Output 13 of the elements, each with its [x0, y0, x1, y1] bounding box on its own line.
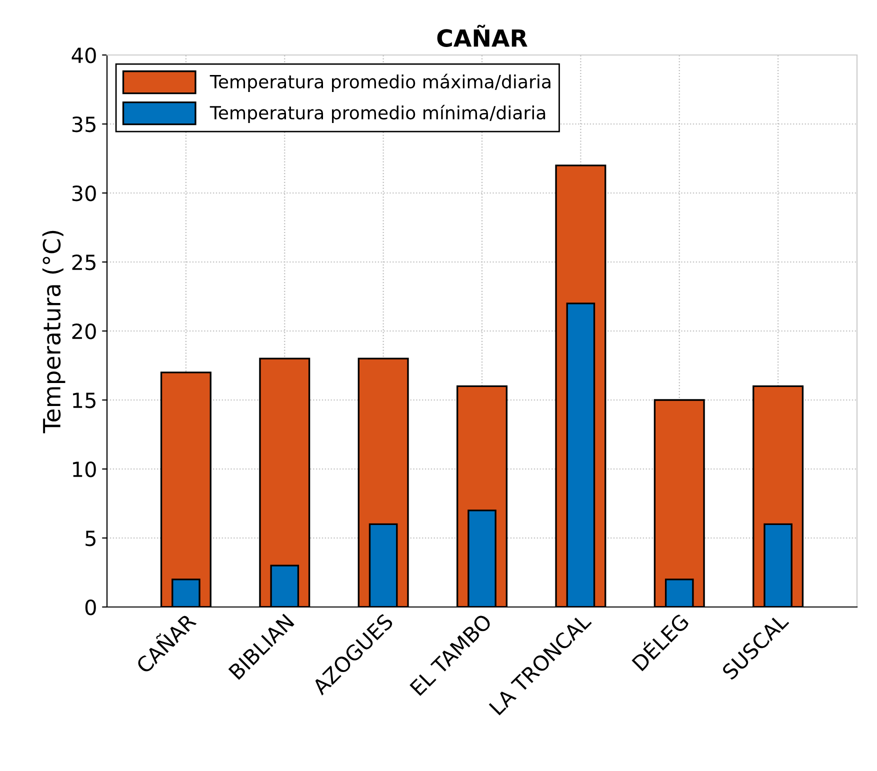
y-axis-title: Temperatura (°C) [42, 230, 66, 434]
y-tick-label: 25 [72, 254, 96, 270]
y-tick-label: 35 [72, 116, 96, 132]
y-tick-label: 0 [85, 599, 96, 616]
legend-label: Temperatura promedio máxima/diaria [210, 74, 550, 92]
chart-title: CAÑAR [437, 24, 528, 47]
y-tick-label: 15 [73, 392, 96, 408]
y-tick-label: 20 [72, 323, 96, 340]
y-tick-label: 10 [73, 461, 96, 478]
y-tick-label: 30 [72, 185, 96, 202]
y-tick-label: 40 [72, 47, 96, 64]
legend-label: Temperatura promedio mínima/diaria [210, 104, 546, 124]
y-tick-label: 5 [86, 530, 96, 546]
